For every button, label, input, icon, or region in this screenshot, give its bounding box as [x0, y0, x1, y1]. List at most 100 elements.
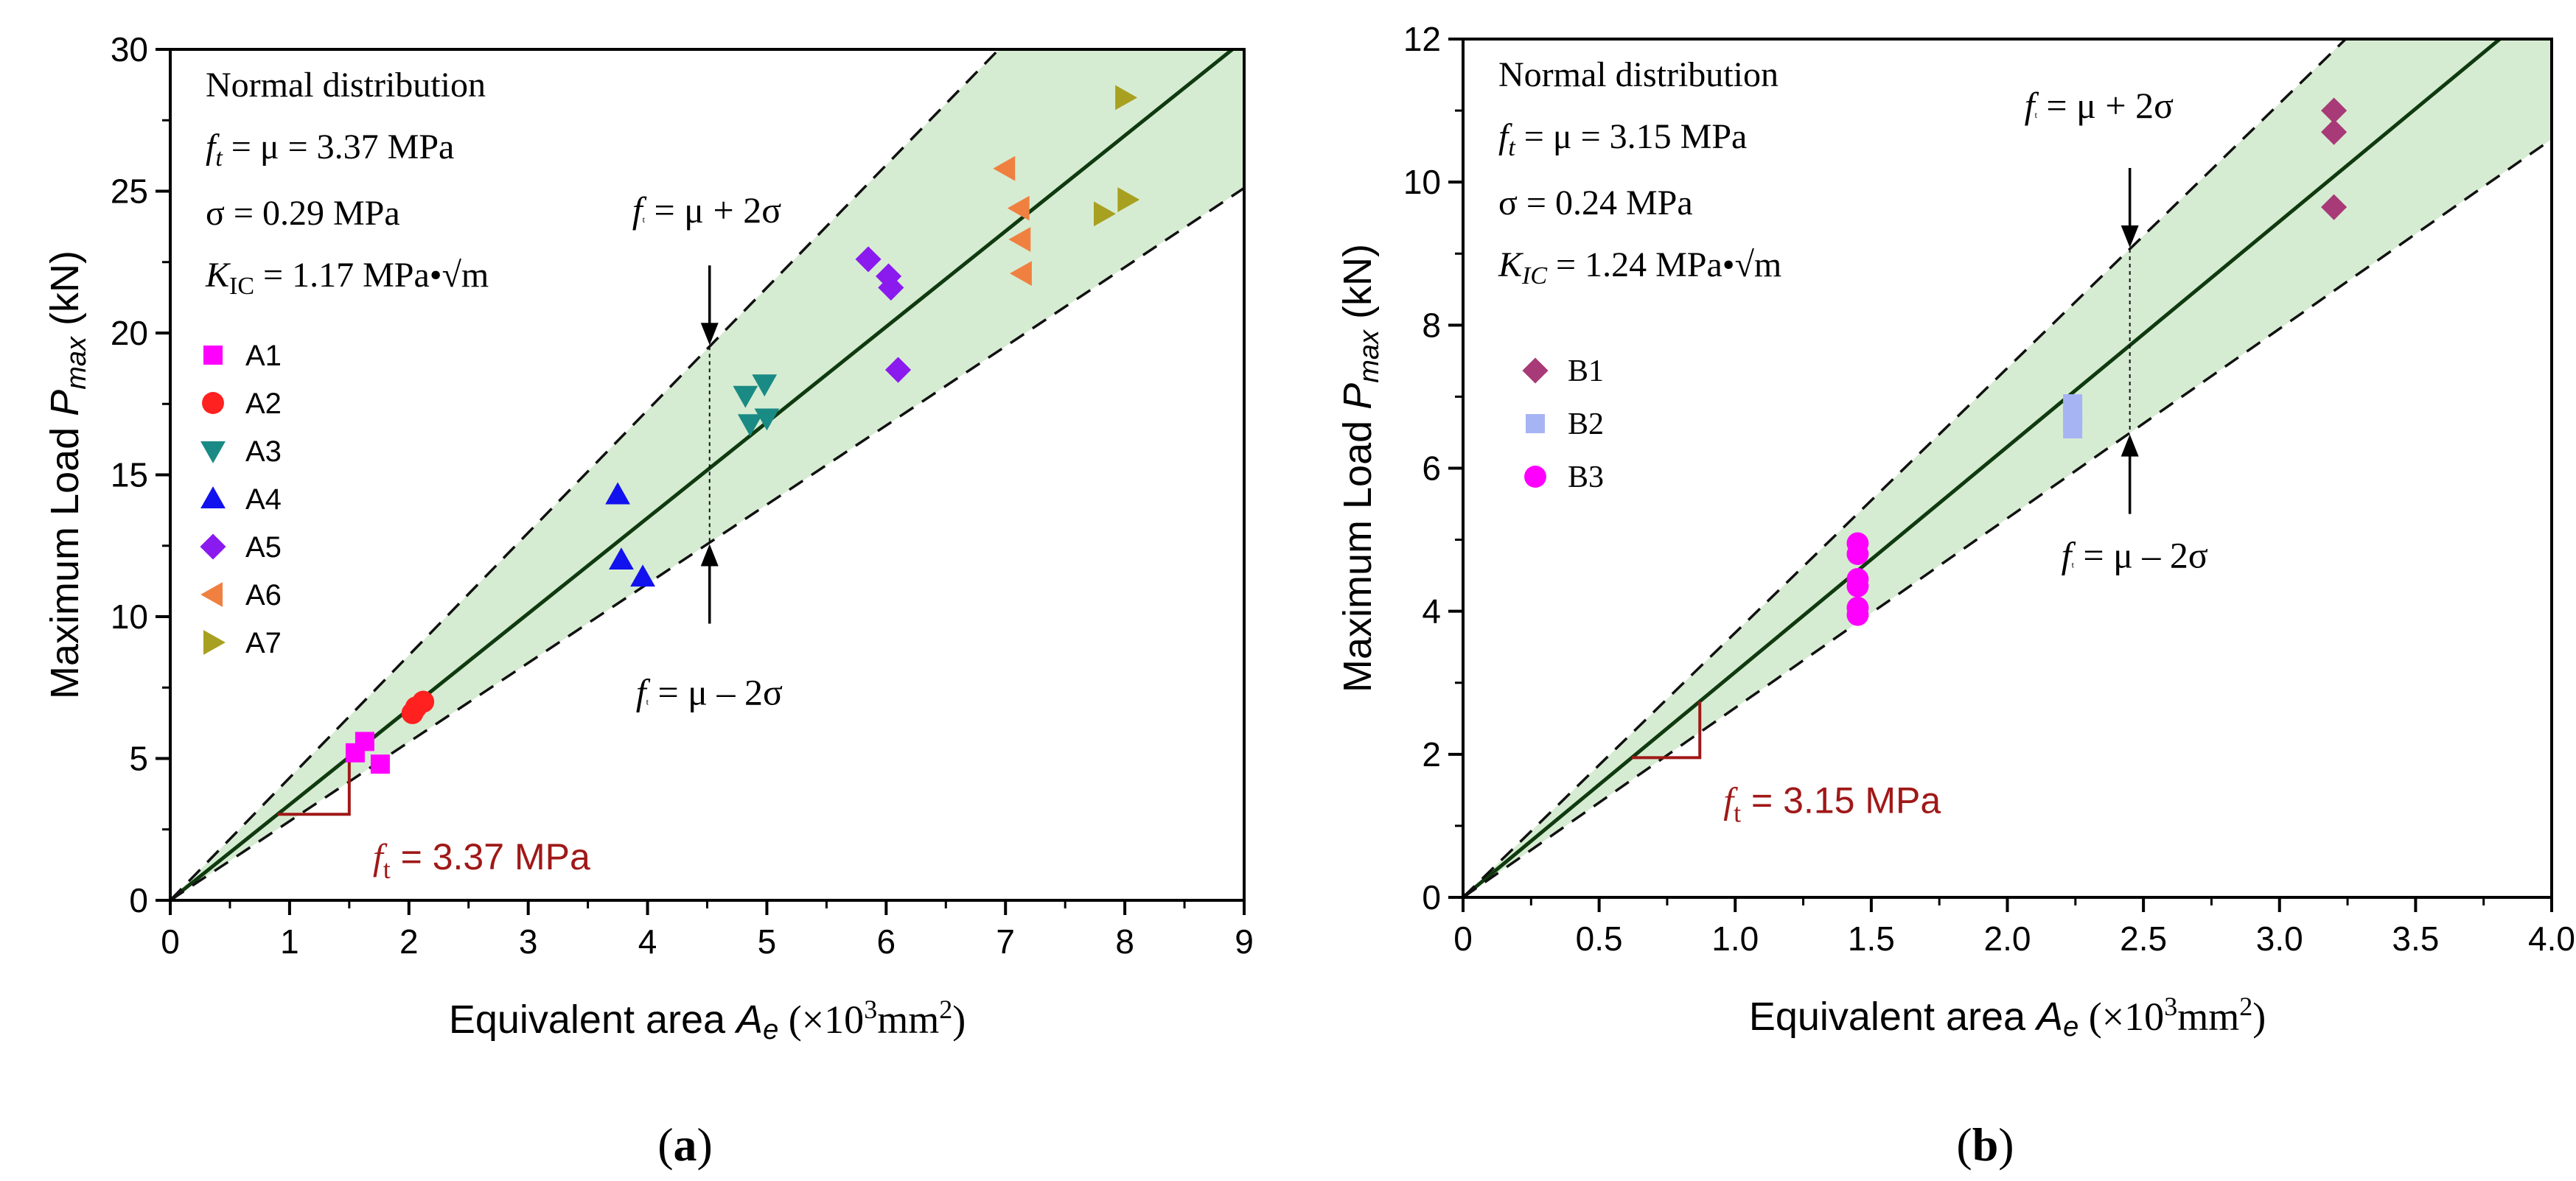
- square-marker: [371, 754, 390, 774]
- text-span: Maximum Load: [1336, 410, 1380, 693]
- legend-label: A5: [245, 531, 282, 564]
- legend-label: A3: [245, 435, 282, 468]
- stats-mean: ft = μ = 3.15 MPa: [1498, 117, 1747, 161]
- triangle-right-marker: [203, 630, 226, 655]
- x-tick-label: 2: [399, 922, 419, 961]
- stats-kic: KIC = 1.17 MPa•√m: [205, 256, 489, 300]
- y-tick-label: 20: [111, 314, 148, 352]
- text-span: t: [1734, 798, 1741, 827]
- y-tick-label: 10: [1403, 163, 1441, 201]
- text-span: ): [697, 1118, 713, 1171]
- triangle-down-marker: [200, 441, 226, 463]
- text-span: IC: [229, 273, 254, 300]
- text-span: A: [734, 998, 763, 1042]
- stats-heading: Normal distribution: [1498, 55, 1779, 94]
- y-tick-label: 0: [129, 881, 148, 919]
- text-span: = μ + 2σ: [645, 189, 781, 231]
- text-span: Equivalent area: [1749, 995, 2036, 1039]
- y-tick-label: 25: [111, 172, 148, 211]
- text-span: Normal distribution: [206, 66, 486, 105]
- x-tick-label: 0: [161, 922, 180, 961]
- text-span: max: [1354, 329, 1385, 383]
- text-span: = μ – 2σ: [649, 671, 783, 712]
- text-span: σ = 0.29 MPa: [206, 194, 400, 233]
- text-span: = μ = 3.15 MPa: [1515, 117, 1748, 156]
- text-span: 2: [939, 995, 952, 1024]
- upper-bound-label: ft = μ + 2σ: [2025, 85, 2174, 126]
- text-span: mm: [877, 998, 939, 1042]
- square-marker: [1526, 414, 1545, 433]
- text-span: a: [674, 1118, 697, 1171]
- legend-label: A4: [245, 483, 282, 516]
- x-tick-label: 4: [638, 922, 657, 961]
- x-tick-label: 7: [996, 922, 1015, 961]
- text-span: Normal distribution: [1498, 55, 1779, 94]
- circle-marker: [1846, 604, 1868, 626]
- text-span: K: [205, 256, 231, 295]
- text-span: σ = 0.24 MPa: [1498, 183, 1693, 222]
- y-tick-label: 12: [1403, 20, 1441, 58]
- panel-label: (a): [657, 1118, 713, 1171]
- y-tick-label: 6: [1422, 449, 1441, 488]
- x-tick-label: 1.5: [1848, 919, 1895, 958]
- triangle-up-marker: [200, 486, 226, 508]
- text-span: = μ – 2σ: [2074, 535, 2208, 576]
- chart-panel-a: 0 1 2 3 4 5 6 7 8 9 0 5 10 15 20 25 30 Equivalent area Ae…: [43, 0, 1781, 1171]
- circle-marker: [1846, 575, 1868, 597]
- slope-label: ft = 3.37 MPa: [373, 836, 590, 884]
- slope-label: ft = 3.15 MPa: [1723, 779, 1941, 827]
- y-tick-label: 2: [1422, 735, 1441, 774]
- legend-label: B2: [1568, 407, 1604, 441]
- text-span: ): [1998, 1118, 2014, 1171]
- stats-sigma: σ = 0.29 MPa: [206, 194, 400, 233]
- text-span: max: [61, 335, 92, 390]
- stats-sigma: σ = 0.24 MPa: [1498, 183, 1693, 222]
- text-span: (kN): [43, 250, 87, 337]
- figure: 0 1 2 3 4 5 6 7 8 9051015202530Equivalent area Ae…: [0, 0, 2576, 1181]
- text-span: P: [1336, 383, 1380, 410]
- x-tick-label: 0: [1453, 919, 1473, 958]
- circle-marker: [412, 691, 434, 713]
- y-axis-label: Maximum Load Pmax (kN): [43, 250, 92, 699]
- square-marker: [203, 346, 223, 365]
- text-span: e: [763, 1014, 778, 1045]
- x-tick-label: 0.5: [1576, 919, 1623, 958]
- text-span: = 3.37 MPa: [391, 836, 590, 877]
- text-span: Equivalent area: [449, 998, 736, 1042]
- chart-panel-b: 0 0.5 1.0 1.5 2.0 2.5 3.0 3.5 4.0 0 2 4 6 8 10 12 Equiva…: [1336, 0, 2576, 1171]
- legend-label: A7: [245, 627, 282, 659]
- x-tick-label: 8: [1115, 922, 1134, 961]
- y-axis-label: Maximum Load Pmax (kN): [1336, 244, 1385, 693]
- text-span: mm: [2177, 995, 2239, 1039]
- x-tick-label: 6: [877, 922, 896, 961]
- x-tick-label: 1: [280, 922, 299, 961]
- text-span: 3: [864, 995, 877, 1024]
- text-span: IC: [1521, 262, 1547, 290]
- panel-label: (b): [1956, 1118, 2014, 1171]
- text-span: = 1.24 MPa•√m: [1547, 245, 1781, 284]
- text-span: = 3.15 MPa: [1741, 779, 1941, 821]
- text-span: (×10: [778, 998, 864, 1042]
- text-span: (kN): [1336, 244, 1380, 330]
- stats-kic: KIC = 1.24 MPa•√m: [1498, 245, 1781, 290]
- x-tick-label: 9: [1235, 922, 1254, 961]
- stats-mean: ft = μ = 3.37 MPa: [206, 127, 454, 172]
- text-span: K: [1498, 245, 1524, 284]
- text-span: (: [657, 1118, 673, 1171]
- circle-marker: [202, 392, 224, 414]
- text-span: 2: [2239, 992, 2252, 1021]
- text-span: (×10: [2078, 995, 2164, 1039]
- y-tick-label: 4: [1422, 592, 1441, 631]
- y-tick-label: 30: [111, 30, 148, 69]
- text-span: (: [1956, 1118, 1972, 1171]
- x-tick-label: 1.0: [1711, 919, 1759, 958]
- legend-label: B1: [1568, 354, 1604, 388]
- y-tick-label: 5: [129, 740, 148, 778]
- legend-label: A6: [245, 579, 282, 611]
- y-tick-label: 10: [111, 597, 148, 636]
- legend-label: A2: [245, 388, 282, 420]
- y-tick-label: 8: [1422, 306, 1441, 344]
- x-axis-label: Equivalent area Ae (×103mm2): [449, 995, 966, 1045]
- text-span: = μ + 2σ: [2037, 85, 2174, 126]
- x-tick-label: 4.0: [2528, 919, 2575, 958]
